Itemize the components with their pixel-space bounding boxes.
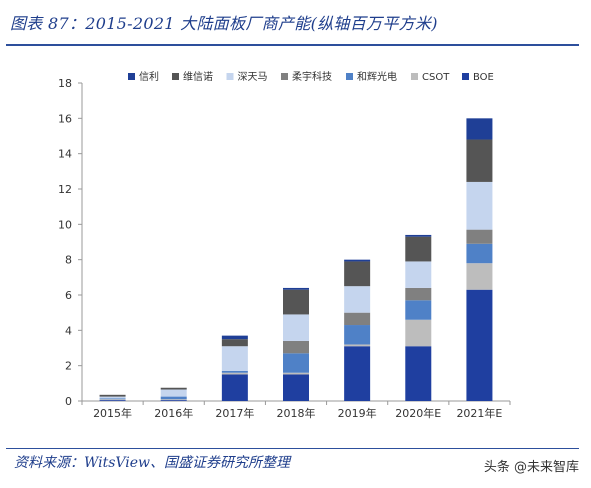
bar-segment bbox=[283, 353, 309, 373]
y-tick-label: 10 bbox=[58, 218, 72, 231]
source-rule bbox=[6, 448, 579, 449]
bar-segment bbox=[466, 118, 493, 140]
legend-label: 深天马 bbox=[238, 71, 268, 83]
x-tick-label: 2018年 bbox=[277, 406, 316, 420]
legend-swatch bbox=[128, 73, 135, 80]
bar-segment bbox=[221, 372, 248, 375]
bar-segment bbox=[99, 398, 126, 400]
bar-segment bbox=[466, 289, 493, 401]
y-tick-label: 8 bbox=[65, 254, 72, 267]
bar-segment bbox=[283, 374, 309, 401]
legend-swatch bbox=[462, 73, 469, 80]
bar-segment bbox=[405, 287, 432, 301]
bar-segment bbox=[99, 394, 126, 397]
x-tick-label: 2017年 bbox=[215, 406, 254, 420]
source-note: 资料来源：WitsView、国盛证券研究所整理 bbox=[14, 455, 291, 471]
bar-segment bbox=[405, 319, 432, 347]
legend-label: BOE bbox=[473, 72, 494, 83]
bar-segment bbox=[466, 229, 493, 244]
bar-segment bbox=[160, 396, 187, 400]
bar-segment bbox=[405, 234, 432, 237]
legend-label: 信利 bbox=[139, 71, 159, 83]
legend-swatch bbox=[226, 73, 234, 80]
bar-segment bbox=[283, 314, 309, 341]
bar-segment bbox=[221, 374, 248, 401]
legend-label: 维信诺 bbox=[183, 70, 213, 83]
legend-label: 柔宇科技 bbox=[292, 70, 332, 83]
x-tick-label: 2015年 bbox=[93, 406, 132, 420]
bar-segment bbox=[283, 372, 309, 375]
legend-swatch bbox=[411, 73, 418, 80]
legend-label: 和辉光电 bbox=[357, 70, 397, 83]
bar-segment bbox=[405, 236, 432, 262]
bar-segment bbox=[221, 335, 248, 340]
y-tick-label: 6 bbox=[65, 289, 72, 302]
y-tick-label: 2 bbox=[65, 360, 72, 373]
bar-segment bbox=[160, 387, 187, 390]
stacked-bar-chart: 0 2 4 6 8 10 12 14 16 18 2015年 2016年 2017年 2018年 2019年… bbox=[58, 70, 511, 420]
bar-segment bbox=[344, 344, 371, 347]
bar-segment bbox=[344, 325, 371, 345]
title-rule bbox=[6, 44, 579, 46]
bar-segment bbox=[466, 181, 493, 230]
legend-swatch bbox=[281, 73, 288, 80]
x-tick-label: 2019年 bbox=[338, 406, 377, 420]
bar-segment bbox=[344, 346, 371, 401]
legend-swatch bbox=[346, 73, 353, 80]
bar-segment bbox=[160, 400, 187, 401]
x-tick-label: 2021年E bbox=[456, 406, 502, 420]
y-tick-label: 18 bbox=[58, 77, 72, 90]
bar-segment bbox=[405, 346, 432, 401]
bar-segment bbox=[466, 243, 493, 264]
y-tick-label: 4 bbox=[65, 324, 72, 337]
bar-segment bbox=[221, 339, 248, 347]
bar-segment bbox=[344, 286, 371, 313]
bar-segment bbox=[466, 263, 493, 290]
bar-segment bbox=[344, 259, 371, 262]
bar-segment bbox=[99, 400, 126, 401]
bar-segment bbox=[405, 261, 432, 288]
bar-segment bbox=[283, 287, 309, 290]
bar-segment bbox=[160, 389, 187, 397]
bar-segment bbox=[405, 300, 432, 320]
bar-segment bbox=[99, 399, 126, 401]
y-tick-label: 16 bbox=[58, 112, 72, 125]
legend-label: CSOT bbox=[422, 72, 450, 83]
figure-title: 图表 87：2015-2021 大陆面板厂商产能(纵轴百万平方米) bbox=[10, 14, 438, 33]
bar-segment bbox=[344, 261, 371, 287]
y-tick-label: 14 bbox=[58, 148, 72, 161]
legend-swatch bbox=[172, 73, 179, 80]
watermark: 头条 @未来智库 bbox=[483, 460, 579, 475]
bar-segment bbox=[221, 370, 248, 373]
bar-segment bbox=[283, 340, 309, 354]
y-tick-label: 0 bbox=[65, 395, 72, 408]
bar-segment bbox=[344, 312, 371, 326]
x-tick-label: 2020年E bbox=[395, 406, 441, 420]
bar-segment bbox=[160, 399, 187, 401]
bar-segment bbox=[283, 289, 309, 315]
bar-segment bbox=[221, 346, 248, 371]
bar-segment bbox=[466, 139, 493, 182]
x-tick-label: 2016年 bbox=[154, 406, 193, 420]
bar-segment bbox=[99, 396, 126, 399]
y-tick-label: 12 bbox=[58, 183, 72, 196]
